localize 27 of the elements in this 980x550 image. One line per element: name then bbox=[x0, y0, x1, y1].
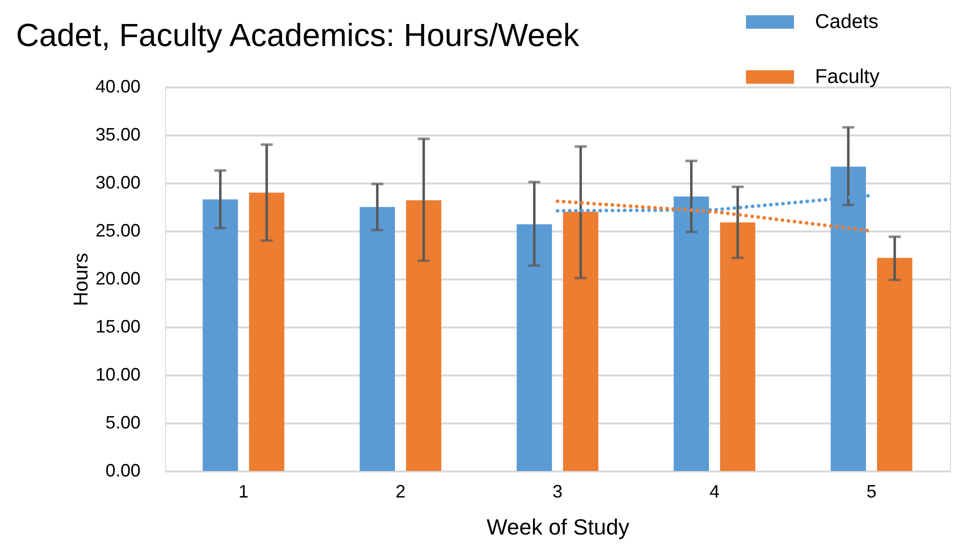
bar bbox=[720, 222, 756, 471]
y-tick-label: 35.00 bbox=[95, 124, 140, 144]
y-tick-label: 10.00 bbox=[95, 364, 140, 384]
bar bbox=[406, 200, 442, 471]
y-tick-label: 40.00 bbox=[95, 76, 140, 96]
bar bbox=[877, 258, 912, 471]
x-tick-label: 1 bbox=[238, 482, 249, 502]
bar bbox=[202, 199, 238, 471]
x-tick-label: 5 bbox=[866, 482, 877, 502]
y-axis-title: Hours bbox=[70, 252, 92, 306]
y-tick-label: 0.00 bbox=[105, 460, 140, 480]
y-tick-label: 30.00 bbox=[95, 172, 140, 192]
chart-title: Cadet, Faculty Academics: Hours/Week bbox=[16, 17, 580, 53]
y-tick-label: 15.00 bbox=[95, 316, 140, 336]
bar bbox=[249, 192, 284, 471]
legend-label: Faculty bbox=[815, 66, 880, 88]
bar bbox=[563, 212, 598, 471]
y-tick-label: 5.00 bbox=[105, 412, 140, 432]
x-tick-label: 2 bbox=[395, 482, 406, 502]
y-tick-label: 25.00 bbox=[95, 220, 140, 240]
x-axis-title: Week of Study bbox=[486, 514, 630, 540]
bar bbox=[516, 224, 552, 471]
y-tick-label: 20.00 bbox=[95, 268, 140, 288]
legend-label: Cadets bbox=[815, 11, 878, 33]
x-tick-label: 3 bbox=[552, 482, 563, 502]
bar bbox=[360, 207, 395, 471]
x-tick-label: 4 bbox=[709, 482, 720, 502]
